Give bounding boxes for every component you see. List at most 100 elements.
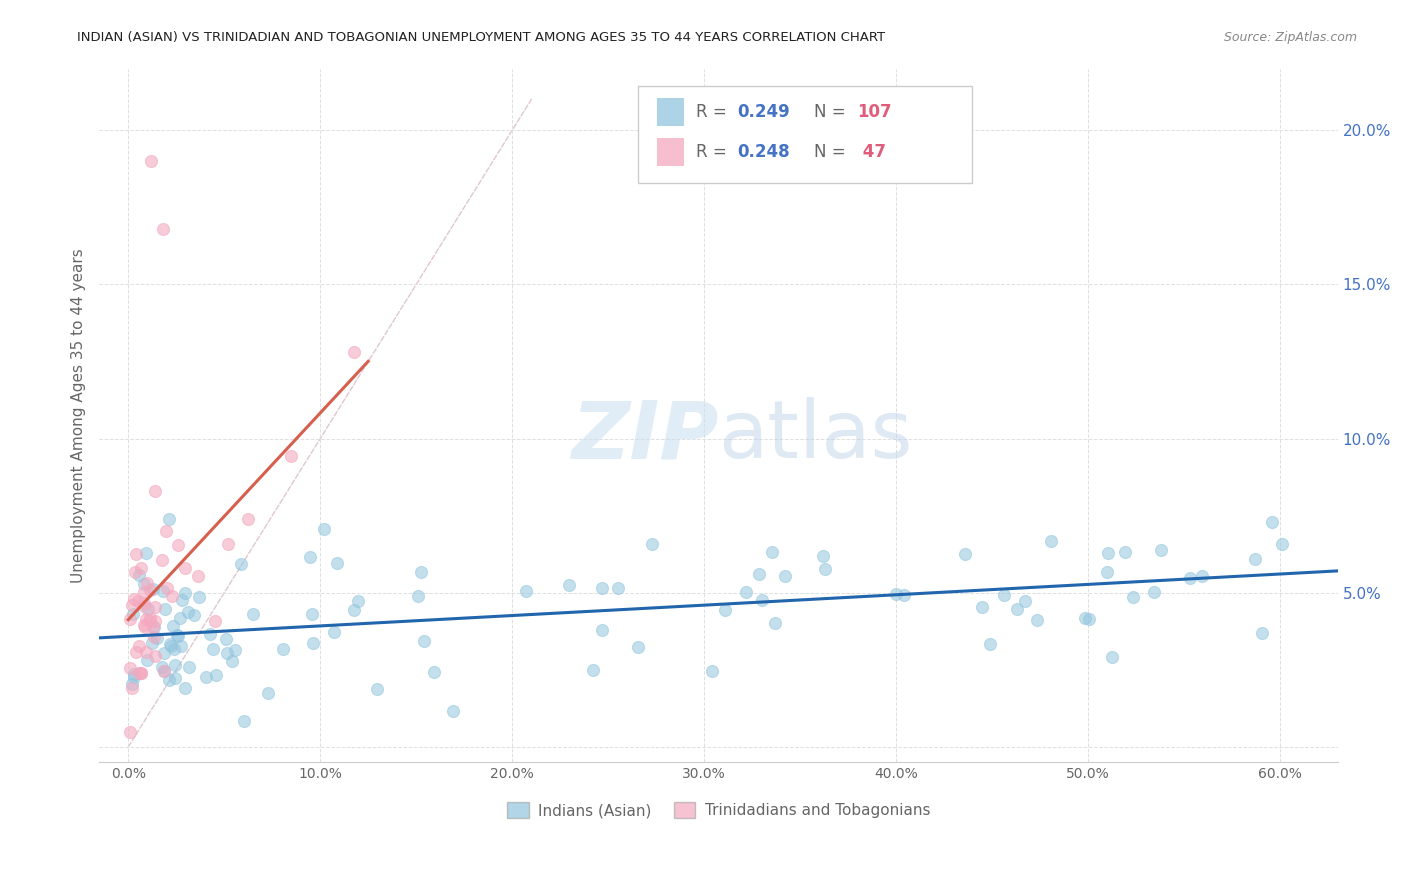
Point xyxy=(122,591,145,606)
Point xyxy=(322,625,344,640)
Point xyxy=(979,637,1001,651)
Point xyxy=(1039,534,1062,549)
Point xyxy=(582,663,605,677)
Text: 0.249: 0.249 xyxy=(737,103,790,121)
Point xyxy=(135,653,157,667)
Point xyxy=(153,602,176,616)
Point xyxy=(152,646,174,660)
Point xyxy=(134,599,156,613)
Point xyxy=(1114,544,1136,558)
Point xyxy=(1097,565,1119,579)
Point xyxy=(607,581,630,595)
Point xyxy=(170,640,193,654)
Point xyxy=(893,588,915,602)
Point xyxy=(257,686,280,700)
FancyBboxPatch shape xyxy=(638,86,973,183)
Point xyxy=(142,620,165,634)
Point xyxy=(200,627,222,641)
Point xyxy=(366,681,388,696)
Text: 107: 107 xyxy=(858,103,891,121)
Text: 0.248: 0.248 xyxy=(737,143,790,161)
Point xyxy=(953,547,976,561)
Point xyxy=(132,596,155,610)
Point xyxy=(271,642,294,657)
Point xyxy=(152,222,174,236)
Point xyxy=(134,584,156,599)
Point xyxy=(343,603,366,617)
Point xyxy=(124,667,146,681)
Point xyxy=(1244,552,1267,566)
Point xyxy=(128,665,150,680)
Point xyxy=(142,582,165,596)
Point xyxy=(183,608,205,623)
Point xyxy=(993,588,1015,602)
Point xyxy=(884,586,907,600)
Text: Source: ZipAtlas.com: Source: ZipAtlas.com xyxy=(1223,31,1357,45)
Text: R =: R = xyxy=(696,103,733,121)
Text: N =: N = xyxy=(814,143,851,161)
Point xyxy=(165,671,187,685)
Point xyxy=(146,631,169,645)
Point xyxy=(761,545,783,559)
Point xyxy=(136,576,159,591)
Point xyxy=(1101,650,1123,665)
Point xyxy=(129,561,152,575)
Point xyxy=(641,537,664,551)
Point xyxy=(155,524,177,538)
Point xyxy=(242,607,264,621)
Point xyxy=(280,450,302,464)
Point xyxy=(236,512,259,526)
Point xyxy=(224,643,246,657)
Point xyxy=(813,549,835,564)
Bar xyxy=(657,138,683,166)
Point xyxy=(174,561,197,575)
Point xyxy=(124,565,146,579)
Point xyxy=(775,569,797,583)
Point xyxy=(627,640,650,655)
Point xyxy=(194,670,217,684)
Point xyxy=(120,661,142,675)
Point xyxy=(141,636,163,650)
Point xyxy=(700,664,723,678)
Point xyxy=(1250,625,1272,640)
Point xyxy=(143,600,166,615)
Point xyxy=(120,612,142,626)
Point xyxy=(347,594,370,608)
Point xyxy=(215,632,238,646)
Point xyxy=(1097,546,1119,560)
Point xyxy=(1074,611,1097,625)
Point xyxy=(138,602,160,616)
Point xyxy=(179,659,201,673)
Point xyxy=(120,724,142,739)
Text: INDIAN (ASIAN) VS TRINIDADIAN AND TOBAGONIAN UNEMPLOYMENT AMONG AGES 35 TO 44 YE: INDIAN (ASIAN) VS TRINIDADIAN AND TOBAGO… xyxy=(77,31,886,45)
Point xyxy=(143,614,166,628)
Text: atlas: atlas xyxy=(718,397,912,475)
Point xyxy=(132,576,155,591)
Point xyxy=(160,589,183,603)
Point xyxy=(1150,543,1173,558)
Point xyxy=(166,628,188,642)
Point xyxy=(135,545,157,559)
Point xyxy=(128,639,150,653)
Text: ZIP: ZIP xyxy=(571,397,718,475)
Point xyxy=(187,569,209,583)
Point xyxy=(143,630,166,644)
Point xyxy=(129,665,152,680)
Point xyxy=(1077,612,1099,626)
Point xyxy=(1014,594,1036,608)
Point xyxy=(121,598,143,612)
Point xyxy=(127,593,149,607)
Point xyxy=(159,637,181,651)
Point xyxy=(121,681,143,696)
Point xyxy=(411,565,433,579)
Point xyxy=(166,538,188,552)
Point xyxy=(751,593,773,607)
Point xyxy=(204,615,226,629)
Point xyxy=(202,642,225,657)
Point xyxy=(187,590,209,604)
Bar xyxy=(657,98,683,126)
Point xyxy=(1178,571,1201,585)
Point xyxy=(1261,515,1284,529)
Point xyxy=(748,567,770,582)
Point xyxy=(814,562,837,576)
